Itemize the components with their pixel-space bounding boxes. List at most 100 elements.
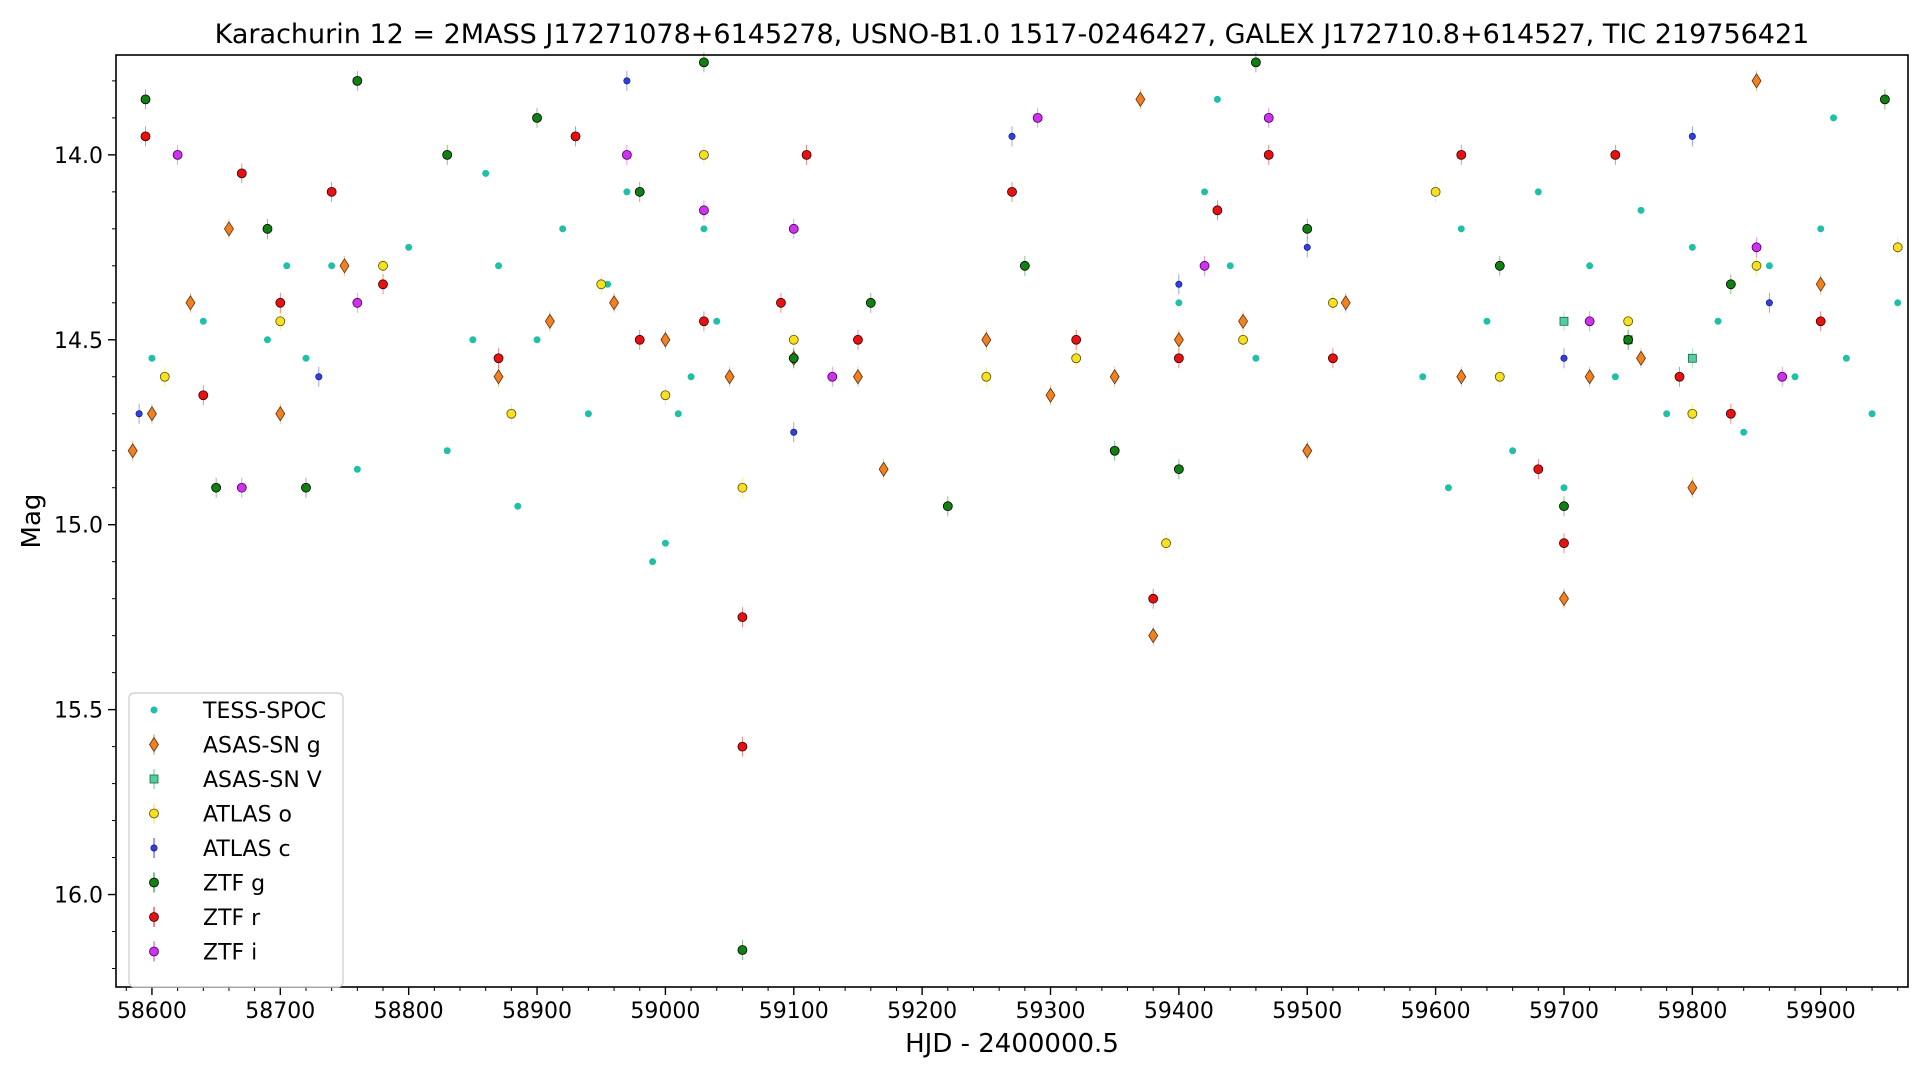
data-point (1611, 373, 1619, 381)
data-point (328, 262, 336, 270)
data-point (506, 408, 517, 419)
data-point (1751, 260, 1762, 271)
data-point (788, 353, 799, 364)
y-tick-label: 14.5 (54, 329, 103, 354)
data-point (790, 428, 798, 436)
data-point (1663, 410, 1671, 418)
data-point (140, 94, 151, 105)
series-atlas-c (135, 70, 1773, 443)
y-tick-label: 16.0 (54, 884, 103, 909)
data-point (1175, 299, 1183, 307)
legend-marker (149, 946, 159, 957)
data-point (1173, 464, 1184, 475)
data-point (1687, 353, 1697, 363)
x-tick-label: 58600 (117, 999, 187, 1024)
data-point (865, 297, 876, 308)
y-tick-label: 15.0 (54, 514, 103, 539)
data-point (1238, 334, 1248, 345)
data-point (699, 149, 709, 160)
series-tess-spoc (148, 95, 1902, 566)
data-point (687, 373, 695, 381)
data-point (788, 334, 799, 345)
data-point (737, 741, 748, 752)
data-point (1263, 149, 1274, 160)
data-point (1494, 371, 1505, 382)
data-point (1777, 371, 1788, 382)
points-layer (127, 52, 1903, 961)
data-point (302, 354, 310, 362)
data-point (185, 295, 196, 311)
data-point (1007, 186, 1017, 197)
legend-box (128, 692, 344, 988)
x-tick-label: 59600 (1401, 999, 1471, 1024)
data-point (1751, 242, 1762, 253)
data-point (623, 188, 631, 196)
x-tick-label: 59800 (1657, 999, 1727, 1024)
data-point (1340, 295, 1351, 311)
data-point (713, 317, 721, 325)
data-point (275, 316, 286, 327)
data-point (1586, 262, 1594, 270)
data-point (514, 502, 522, 510)
data-point (1751, 73, 1762, 89)
data-point (634, 334, 645, 345)
legend-label: ASAS-SN g (203, 734, 321, 759)
data-point (852, 369, 863, 385)
data-point (661, 539, 669, 547)
data-point (1868, 410, 1876, 418)
data-point (159, 371, 170, 382)
data-point (1199, 260, 1210, 271)
data-point (353, 465, 361, 473)
data-point (621, 149, 632, 160)
data-point (584, 410, 592, 418)
data-point (140, 131, 151, 142)
data-point (699, 57, 709, 68)
data-point (699, 316, 709, 327)
series-atlas-o (159, 144, 1903, 554)
data-point (1688, 243, 1696, 251)
data-point (326, 186, 337, 197)
data-point (1584, 316, 1595, 327)
legend-marker (150, 844, 158, 852)
data-point (1725, 408, 1736, 419)
data-point (1559, 501, 1569, 512)
data-point (1687, 408, 1698, 419)
data-point (737, 612, 748, 623)
data-point (1444, 484, 1452, 492)
data-point (801, 149, 812, 160)
data-point (146, 406, 157, 422)
data-point (1456, 149, 1467, 160)
legend-marker (149, 808, 159, 819)
data-point (1302, 442, 1313, 459)
data-point (1533, 464, 1544, 475)
x-tick-label: 58800 (374, 999, 444, 1024)
data-point (1688, 132, 1696, 140)
data-point (1019, 260, 1030, 271)
data-point (981, 371, 992, 382)
data-point (275, 406, 286, 422)
data-point (1175, 280, 1183, 288)
data-point (1457, 225, 1465, 233)
x-tick-label: 59200 (887, 999, 957, 1024)
data-point (1623, 316, 1634, 327)
x-tick-label: 59400 (1144, 999, 1214, 1024)
data-point (942, 501, 953, 512)
data-point (1687, 479, 1698, 496)
x-axis-label: HJD - 2400000.5 (905, 1029, 1119, 1059)
data-point (1509, 447, 1517, 455)
chart-title: Karachurin 12 = 2MASS J17271078+6145278,… (215, 19, 1810, 50)
data-point (1483, 317, 1491, 325)
data-point (301, 482, 311, 493)
data-point (482, 169, 490, 177)
data-point (1148, 593, 1159, 604)
data-point (443, 447, 451, 455)
data-point (1740, 428, 1748, 436)
legend-marker (149, 736, 159, 753)
data-point (493, 353, 504, 364)
data-point (1534, 188, 1542, 196)
data-point (1623, 334, 1634, 345)
data-point (1148, 627, 1159, 644)
series-asas-sn-g (127, 70, 1826, 646)
data-point (1161, 538, 1171, 549)
legend-marker (150, 706, 158, 714)
